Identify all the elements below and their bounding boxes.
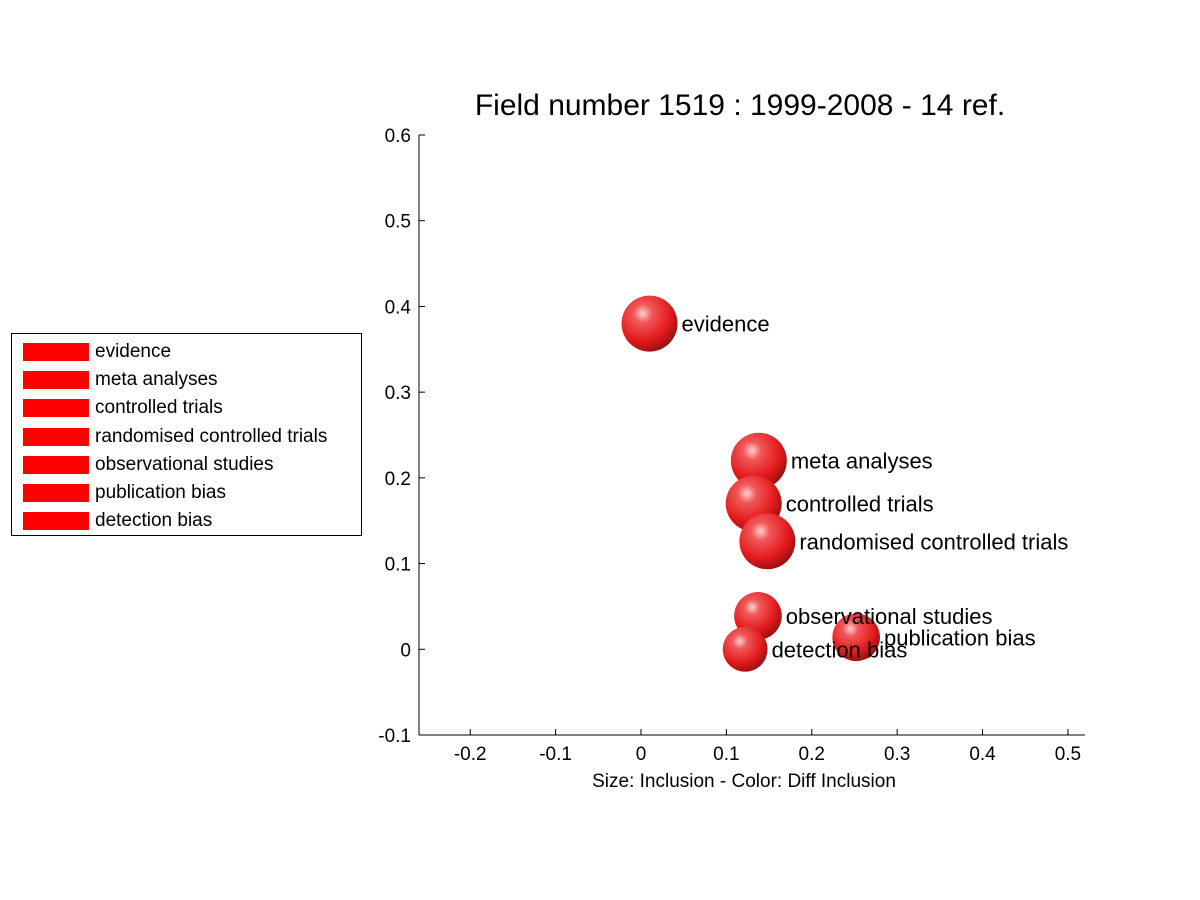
x-axis-label: Size: Inclusion - Color: Diff Inclusion bbox=[592, 771, 896, 792]
legend-swatch bbox=[23, 427, 89, 446]
point-label: meta analyses bbox=[791, 449, 933, 474]
legend-label: detection bias bbox=[95, 510, 213, 532]
legend-swatch bbox=[23, 512, 89, 531]
y-tick-label: 0.3 bbox=[385, 383, 411, 404]
data-point bbox=[832, 613, 880, 662]
legend-item: controlled trials bbox=[23, 397, 223, 419]
y-tick-label: 0.5 bbox=[385, 212, 411, 233]
y-tick-label: 0 bbox=[400, 640, 411, 661]
x-tick-label: 0.5 bbox=[1055, 744, 1081, 765]
legend-item: publication bias bbox=[23, 482, 226, 503]
data-point bbox=[730, 432, 787, 489]
legend-label: evidence bbox=[95, 341, 172, 362]
chart-title: Field number 1519 : 1999-2008 - 14 ref. bbox=[475, 89, 1005, 122]
data-point bbox=[722, 626, 768, 672]
legend-swatch bbox=[23, 371, 89, 390]
legend-swatch bbox=[23, 343, 89, 361]
legend-swatch bbox=[23, 484, 89, 502]
legend-item: observational studies bbox=[23, 453, 274, 475]
legend-label: publication bias bbox=[95, 482, 226, 503]
data-marks: evidence meta analyses controlled trials ra… bbox=[621, 295, 1068, 672]
y-tick-label: 0.4 bbox=[385, 297, 412, 318]
y-tick-label: 0.1 bbox=[385, 555, 411, 576]
x-tick-label: 0.4 bbox=[969, 744, 996, 765]
point-label: publication bias bbox=[884, 625, 1036, 650]
x-tick-label: 0.1 bbox=[713, 744, 739, 765]
y-tick-label: 0.6 bbox=[385, 126, 411, 147]
point-label: detection bias bbox=[772, 637, 908, 662]
legend-swatch bbox=[23, 455, 89, 474]
y-tick-label: -0.1 bbox=[378, 726, 411, 747]
point-label: randomised controlled trials bbox=[799, 529, 1068, 554]
legend-label: randomised controlled trials bbox=[95, 425, 328, 447]
y-tick-label: 0.2 bbox=[385, 469, 411, 490]
legend-item: meta analyses bbox=[23, 369, 218, 391]
data-point bbox=[739, 513, 796, 570]
data-point bbox=[621, 295, 678, 352]
legend-label: controlled trials bbox=[95, 397, 223, 419]
legend-item: evidence bbox=[23, 341, 172, 362]
point-label: observational studies bbox=[786, 604, 993, 629]
legend-item: randomised controlled trials bbox=[23, 425, 328, 447]
x-tick-label: -0.1 bbox=[539, 744, 572, 765]
chart-legend: evidence meta analyses controlled trials ra… bbox=[11, 333, 362, 536]
x-tick-label: 0.2 bbox=[799, 744, 825, 765]
x-tick-label: 0 bbox=[636, 744, 647, 765]
legend-swatch bbox=[23, 399, 89, 418]
legend-label: observational studies bbox=[95, 453, 274, 475]
legend-item: detection bias bbox=[23, 510, 213, 532]
legend-label: meta analyses bbox=[95, 369, 218, 391]
x-tick-label: -0.2 bbox=[454, 744, 487, 765]
x-tick-label: 0.3 bbox=[884, 744, 910, 765]
point-label: controlled trials bbox=[786, 492, 934, 517]
point-label: evidence bbox=[682, 312, 770, 337]
axes: -0.2 -0.1 0 0.1 0.2 0.3 0.4 0.5 -0.1 0 0.1 0.2 0.3 0.… bbox=[378, 126, 1085, 765]
